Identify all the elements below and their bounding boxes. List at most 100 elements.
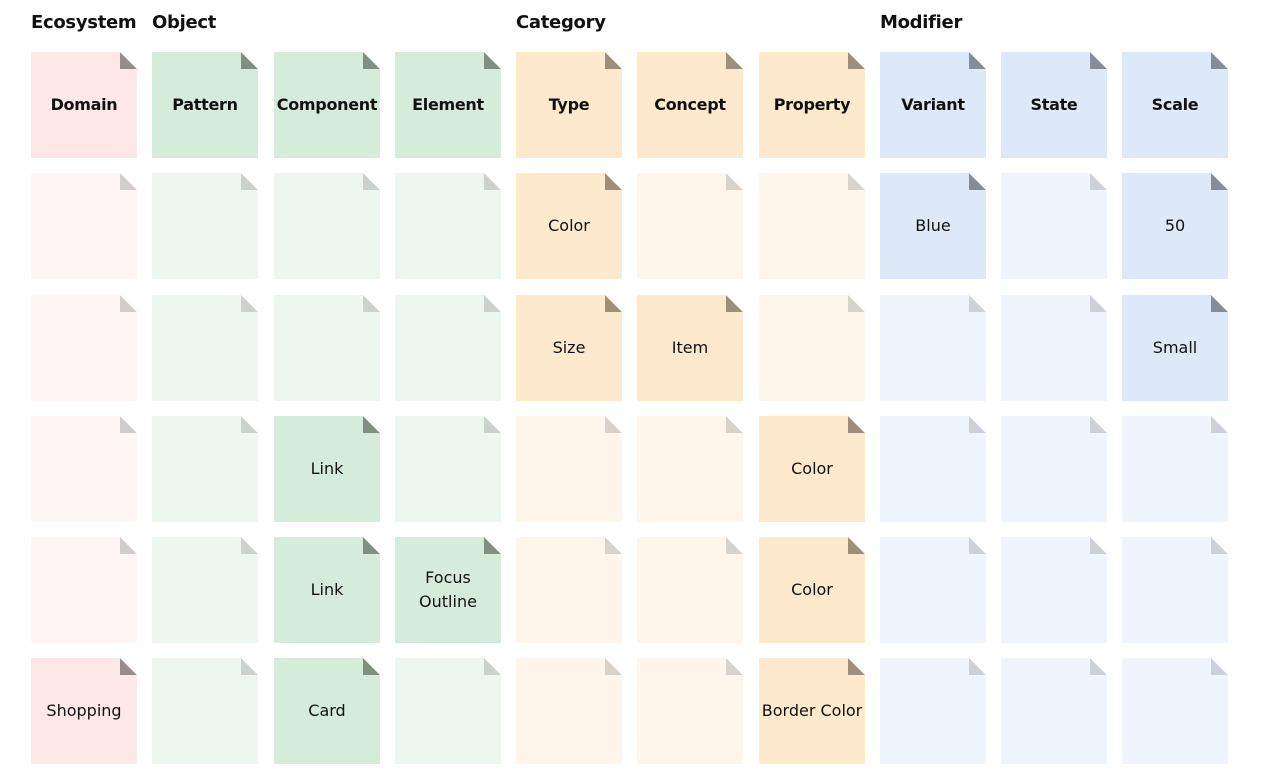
token-card-type: Size [516, 295, 622, 401]
empty-card-property [759, 295, 865, 401]
folded-corner-icon [241, 537, 258, 554]
folded-corner-icon [1211, 416, 1228, 433]
card-label: Type [548, 95, 590, 114]
folded-corner-icon [605, 173, 622, 190]
folded-corner-icon [848, 173, 865, 190]
card-label: State [1030, 95, 1078, 114]
empty-card-component [274, 295, 380, 401]
folded-corner-icon [241, 416, 258, 433]
column-header-element: Element [395, 52, 501, 158]
empty-card-variant [880, 416, 986, 522]
folded-corner-icon [1211, 295, 1228, 312]
folded-corner-icon [363, 416, 380, 433]
column-header-variant: Variant [880, 52, 986, 158]
column-header-type: Type [516, 52, 622, 158]
folded-corner-icon [241, 173, 258, 190]
token-card-scale: 50 [1122, 173, 1228, 279]
card-label: Element [412, 95, 484, 114]
empty-card-state [1001, 173, 1107, 279]
card-label: Color [791, 459, 833, 478]
folded-corner-icon [1211, 173, 1228, 190]
empty-card-type [516, 537, 622, 643]
empty-card-pattern [152, 173, 258, 279]
empty-card-domain [31, 295, 137, 401]
folded-corner-icon [848, 658, 865, 675]
card-label: Link [310, 580, 344, 599]
empty-card-pattern [152, 295, 258, 401]
group-label-modifier: Modifier [880, 12, 963, 33]
token-card-component: Link [274, 537, 380, 643]
card-label: 50 [1164, 216, 1186, 235]
card-label: Color [548, 216, 590, 235]
card-label: Border Color [761, 701, 863, 720]
card-label: Variant [901, 95, 965, 114]
token-card-element: Focus Outline [395, 537, 501, 643]
card-label: Size [552, 338, 586, 357]
folded-corner-icon [969, 173, 986, 190]
folded-corner-icon [484, 173, 501, 190]
empty-card-state [1001, 537, 1107, 643]
folded-corner-icon [1211, 658, 1228, 675]
folded-corner-icon [1211, 537, 1228, 554]
card-label: Domain [50, 95, 118, 114]
folded-corner-icon [726, 173, 743, 190]
folded-corner-icon [484, 52, 501, 69]
folded-corner-icon [241, 658, 258, 675]
folded-corner-icon [605, 295, 622, 312]
folded-corner-icon [120, 52, 137, 69]
empty-card-component [274, 173, 380, 279]
card-label: Link [310, 459, 344, 478]
token-card-component: Card [274, 658, 380, 764]
card-label: Scale [1151, 95, 1199, 114]
folded-corner-icon [605, 537, 622, 554]
token-card-domain: Shopping [31, 658, 137, 764]
card-label: Shopping [46, 701, 122, 720]
empty-card-domain [31, 173, 137, 279]
empty-card-pattern [152, 537, 258, 643]
folded-corner-icon [1090, 173, 1107, 190]
card-label: Focus Outline [419, 568, 477, 611]
card-label: Property [773, 95, 851, 114]
folded-corner-icon [726, 52, 743, 69]
folded-corner-icon [726, 537, 743, 554]
folded-corner-icon [969, 295, 986, 312]
group-label-ecosystem: Ecosystem [31, 12, 137, 33]
empty-card-property [759, 173, 865, 279]
column-header-domain: Domain [31, 52, 137, 158]
group-label-category: Category [516, 12, 606, 33]
empty-card-element [395, 416, 501, 522]
folded-corner-icon [241, 52, 258, 69]
folded-corner-icon [484, 295, 501, 312]
group-label-object: Object [152, 12, 217, 33]
empty-card-type [516, 658, 622, 764]
column-header-pattern: Pattern [152, 52, 258, 158]
folded-corner-icon [363, 658, 380, 675]
empty-card-concept [637, 416, 743, 522]
column-header-state: State [1001, 52, 1107, 158]
empty-card-scale [1122, 416, 1228, 522]
column-header-property: Property [759, 52, 865, 158]
card-label: Card [308, 701, 346, 720]
card-label: Concept [654, 95, 726, 114]
empty-card-element [395, 658, 501, 764]
empty-card-scale [1122, 658, 1228, 764]
folded-corner-icon [484, 537, 501, 554]
card-label: Pattern [172, 95, 238, 114]
card-label: Color [791, 580, 833, 599]
token-card-component: Link [274, 416, 380, 522]
card-label: Small [1152, 338, 1198, 357]
folded-corner-icon [605, 52, 622, 69]
token-card-scale: Small [1122, 295, 1228, 401]
empty-card-state [1001, 658, 1107, 764]
empty-card-scale [1122, 537, 1228, 643]
empty-card-variant [880, 295, 986, 401]
token-card-variant: Blue [880, 173, 986, 279]
folded-corner-icon [848, 537, 865, 554]
folded-corner-icon [848, 416, 865, 433]
empty-card-type [516, 416, 622, 522]
folded-corner-icon [1090, 295, 1107, 312]
folded-corner-icon [1211, 52, 1228, 69]
empty-card-variant [880, 658, 986, 764]
empty-card-concept [637, 537, 743, 643]
folded-corner-icon [1090, 658, 1107, 675]
